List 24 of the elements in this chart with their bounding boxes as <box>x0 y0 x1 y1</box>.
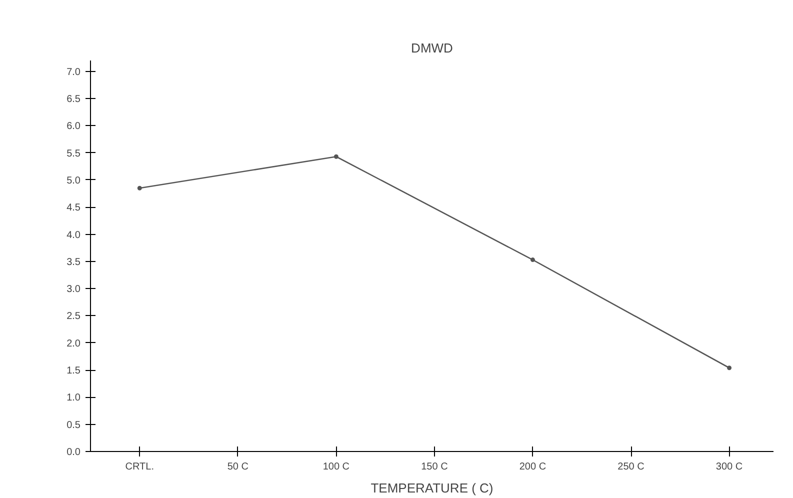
chart-title: DMWD <box>411 40 453 56</box>
x-tick-label: 300 C <box>716 462 743 472</box>
x-tick-label: 100 C <box>322 462 350 472</box>
y-tick-label: 1.5 <box>66 366 81 377</box>
y-tick-label: 2.0 <box>66 338 81 350</box>
y-tick-label: 6.5 <box>66 94 81 106</box>
x-tick-label: 150 C <box>421 462 448 472</box>
x-tick-label: 250 C <box>618 462 644 472</box>
y-tick-label: 3.0 <box>66 284 81 296</box>
x-tick-label: 50 C <box>227 462 248 472</box>
x-tick-label: CRTL. <box>125 462 154 472</box>
y-tick-label: 3.5 <box>66 256 81 268</box>
y-tick-label: 7.0 <box>66 66 81 78</box>
y-tick-label: 5.0 <box>66 175 81 186</box>
y-tick-label: 0.5 <box>66 420 81 431</box>
y-tick-label: 6.0 <box>66 121 81 132</box>
y-tick-label: 1.0 <box>66 392 81 404</box>
y-tick-label: 2.5 <box>66 311 81 322</box>
y-tick-label: 5.5 <box>66 148 81 160</box>
x-tick-label: 200 C <box>519 462 546 472</box>
y-tick-label: 4.0 <box>66 230 81 241</box>
y-tick-label: 0.0 <box>66 447 81 458</box>
y-tick-label: 4.5 <box>66 202 81 214</box>
x-axis-title: TEMPERATURE ( C) <box>370 480 494 496</box>
